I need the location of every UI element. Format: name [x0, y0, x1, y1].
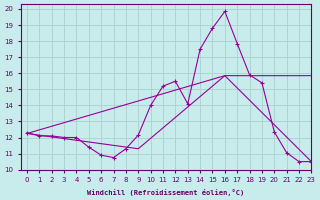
X-axis label: Windchill (Refroidissement éolien,°C): Windchill (Refroidissement éolien,°C) [87, 189, 245, 196]
